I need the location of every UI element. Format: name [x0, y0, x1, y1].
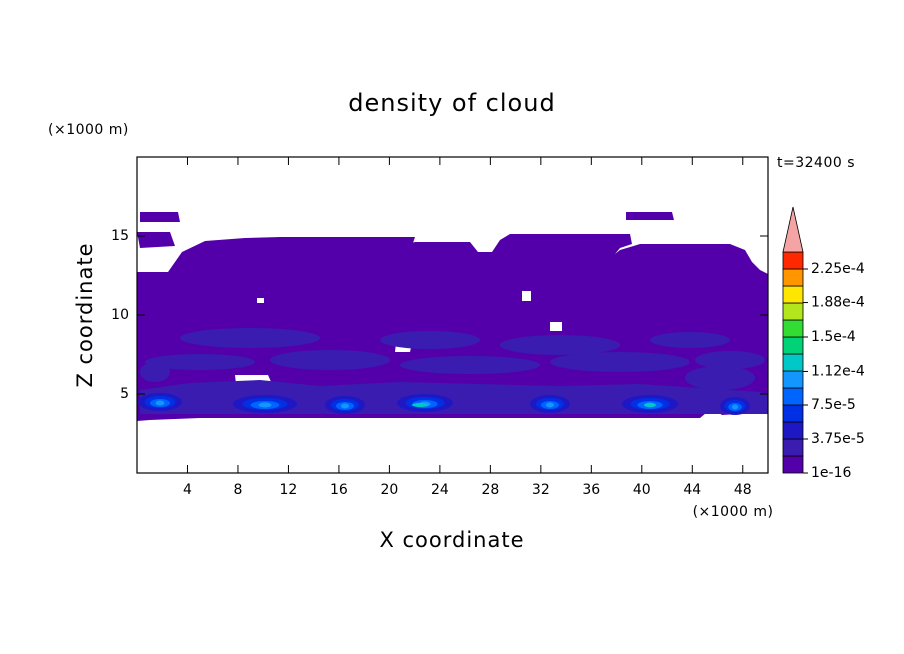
contour-region: [155, 400, 165, 406]
contour-field: [137, 212, 768, 421]
colorbar-label: 1.5e-4: [811, 329, 856, 345]
contour-region: [180, 328, 320, 348]
x-tick-label: 28: [481, 482, 499, 498]
colorbar-box: [782, 421, 804, 440]
contour-region: [270, 350, 390, 370]
x-unit: (×1000 m): [693, 504, 774, 520]
contour-region: [732, 404, 738, 410]
colorbar-label: 3.75e-5: [811, 431, 865, 447]
colorbar-box: [782, 268, 804, 287]
colorbar-box: [782, 370, 804, 389]
chart-title: density of cloud: [348, 89, 555, 117]
contour-region: [685, 366, 755, 390]
colorbar-label: 1.88e-4: [811, 295, 865, 311]
x-tick-label: 8: [233, 482, 242, 498]
time-label: t=32400 s: [777, 155, 855, 171]
cloud-gap: [550, 322, 562, 331]
contour-region: [412, 403, 428, 407]
contour-region: [626, 212, 674, 220]
contour-region: [140, 212, 180, 222]
colorbar-box: [782, 302, 804, 321]
colorbar-box: [782, 336, 804, 355]
x-tick-label: 44: [683, 482, 701, 498]
y-axis-label: Z coordinate: [73, 242, 97, 387]
contour-region: [145, 354, 255, 370]
x-tick-label: 32: [532, 482, 550, 498]
contour-region: [400, 356, 540, 374]
contour-region: [500, 335, 620, 355]
contour-region: [140, 380, 768, 415]
colorbar-box: [782, 285, 804, 304]
cloud-gap: [522, 291, 531, 301]
contour-region: [550, 352, 690, 372]
colorbar-box: [782, 353, 804, 372]
contour-region: [650, 332, 730, 348]
colorbar-box: [782, 319, 804, 338]
x-tick-label: 4: [183, 482, 192, 498]
colorbar-label: 7.5e-5: [811, 397, 856, 413]
colorbar-extend: [782, 206, 804, 253]
x-tick-label: 48: [734, 482, 752, 498]
contour-region: [380, 331, 480, 349]
contour-region: [546, 402, 554, 408]
x-tick-label: 16: [330, 482, 348, 498]
y-tick-label: 5: [120, 386, 129, 402]
contour-region: [137, 234, 768, 421]
contour-region: [140, 362, 170, 382]
colorbar-box: [782, 438, 804, 457]
y-unit: (×1000 m): [48, 122, 129, 138]
contour-region: [644, 403, 656, 407]
x-tick-label: 20: [380, 482, 398, 498]
contour-region: [258, 402, 272, 408]
contour-region: [137, 232, 175, 248]
colorbar-box: [782, 251, 804, 270]
colorbar-box: [782, 455, 804, 474]
colorbar-label: 2.25e-4: [811, 261, 865, 277]
colorbar-label: 1e-16: [811, 465, 851, 481]
colorbar-box: [782, 387, 804, 406]
y-tick-label: 15: [111, 228, 129, 244]
x-tick-label: 12: [280, 482, 298, 498]
colorbar-label: 1.12e-4: [811, 363, 865, 379]
x-tick-label: 40: [633, 482, 651, 498]
contour-region: [341, 403, 349, 409]
y-tick-label: 10: [111, 307, 129, 323]
x-axis-label: X coordinate: [379, 528, 524, 552]
x-tick-label: 24: [431, 482, 449, 498]
contour-region: [695, 351, 765, 369]
cloud-gap: [257, 298, 264, 303]
colorbar-box: [782, 404, 804, 423]
x-tick-label: 36: [582, 482, 600, 498]
